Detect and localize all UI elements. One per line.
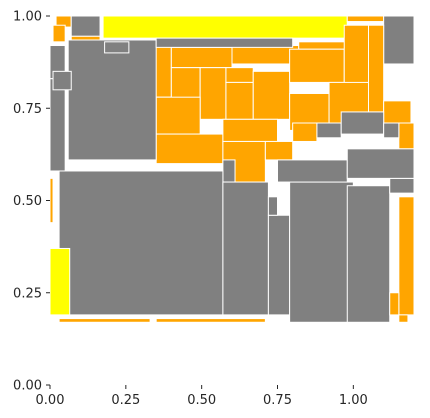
region-gray-32 bbox=[104, 41, 130, 54]
region-orange-55 bbox=[398, 314, 409, 323]
region-orange-4 bbox=[346, 15, 385, 23]
y-tick-label: 0.25 bbox=[13, 286, 42, 301]
region-gray-40 bbox=[58, 170, 224, 316]
x-axis-ticks: 0.00 0.25 0.50 0.75 1.00 bbox=[36, 385, 368, 408]
region-orange-20 bbox=[155, 96, 201, 135]
region-gray-1 bbox=[70, 15, 101, 37]
region-gray-48 bbox=[346, 148, 415, 179]
region-gray-35 bbox=[52, 70, 72, 91]
treemap-regions bbox=[49, 15, 415, 323]
region-gray-36 bbox=[316, 122, 342, 139]
region-orange-54 bbox=[155, 318, 266, 323]
region-orange-6 bbox=[52, 24, 66, 43]
region-gray-47 bbox=[389, 177, 415, 194]
region-gray-5 bbox=[383, 15, 415, 65]
region-orange-13 bbox=[199, 67, 227, 120]
region-gray-45 bbox=[277, 159, 348, 183]
region-gray-42 bbox=[267, 214, 291, 316]
region-orange-27 bbox=[292, 122, 318, 142]
region-orange-22 bbox=[222, 118, 278, 142]
region-orange-53 bbox=[58, 318, 151, 323]
region-orange-16 bbox=[252, 70, 291, 120]
region-orange-26 bbox=[264, 140, 294, 161]
region-gray-39 bbox=[222, 159, 236, 183]
region-gray-41 bbox=[222, 181, 269, 316]
region-gray-44 bbox=[289, 181, 354, 323]
region-gray-31 bbox=[155, 37, 294, 48]
region-gray-30 bbox=[67, 39, 157, 161]
x-tick-label: 1.00 bbox=[339, 393, 368, 408]
x-tick-label: 0.50 bbox=[187, 393, 216, 408]
region-orange-19 bbox=[368, 24, 385, 113]
region-gray-38 bbox=[383, 122, 400, 139]
region-gray-37 bbox=[340, 111, 385, 135]
region-orange-49 bbox=[398, 196, 415, 316]
region-orange-10 bbox=[231, 45, 300, 65]
region-orange-21 bbox=[155, 133, 224, 165]
region-yellow-52 bbox=[49, 247, 71, 316]
region-yellow-3 bbox=[102, 15, 348, 39]
y-axis-ticks: 0.00 0.25 0.50 0.75 1.00 bbox=[13, 10, 50, 394]
region-orange-50 bbox=[389, 292, 400, 316]
region-gray-34 bbox=[49, 78, 66, 172]
region-orange-28 bbox=[383, 100, 412, 124]
y-tick-label: 1.00 bbox=[13, 10, 42, 25]
region-gray-43 bbox=[267, 196, 278, 216]
region-orange-29 bbox=[398, 122, 415, 150]
region-gray-46 bbox=[346, 185, 391, 323]
x-tick-label: 0.25 bbox=[111, 393, 140, 408]
region-orange-14 bbox=[225, 67, 254, 83]
y-tick-label: 0.00 bbox=[13, 379, 42, 394]
y-tick-label: 0.50 bbox=[13, 194, 42, 209]
region-orange-9 bbox=[170, 46, 233, 69]
region-orange-17 bbox=[289, 48, 345, 83]
region-orange-15 bbox=[225, 81, 254, 120]
x-tick-label: 0.00 bbox=[36, 393, 65, 408]
region-orange-51 bbox=[49, 177, 54, 224]
y-tick-label: 0.75 bbox=[13, 102, 42, 117]
axes: 0.00 0.25 0.50 0.75 1.00 0.00 0.25 0.50 0.75 1.0… bbox=[13, 10, 368, 409]
x-tick-label: 0.75 bbox=[263, 393, 292, 408]
